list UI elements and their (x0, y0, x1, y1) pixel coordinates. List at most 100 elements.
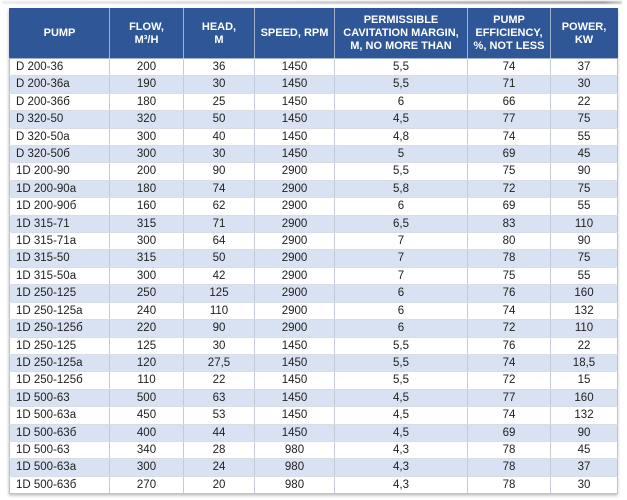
table-row: 1D 250-125 250 125 2900 6 76 160 (9, 284, 618, 303)
value-cell: 4,5 (334, 110, 468, 129)
value-cell: 6 (334, 302, 468, 321)
value-cell: 110 (183, 302, 255, 321)
value-cell: 69 (467, 424, 551, 442)
value-cell: 2900 (254, 180, 335, 199)
value-cell: 110 (550, 319, 618, 338)
table-row: 1D 315-71a 300 64 2900 7 80 90 (9, 232, 618, 251)
value-cell: 18,5 (550, 354, 618, 373)
value-cell: 7 (334, 249, 468, 268)
pump-name-cell: D 320-50б (9, 145, 110, 164)
table-row: 1D 500-63a 300 24 980 4,3 78 37 (9, 458, 618, 477)
value-cell: 1450 (254, 389, 335, 408)
pump-specifications-table: PUMP FLOW, M³/H HEAD, M SPEED, RPM PERMISSIB… (9, 8, 618, 495)
pump-name-cell: 1D 200-90б (9, 197, 110, 216)
value-cell: 74 (467, 354, 551, 373)
value-cell: 75 (550, 110, 618, 129)
table-row: 1D 500-63б 270 20 980 4,3 78 30 (9, 476, 618, 495)
value-cell: 340 (109, 441, 184, 460)
value-cell: 315 (109, 249, 184, 268)
value-cell: 980 (254, 476, 335, 495)
value-cell: 25 (183, 93, 255, 112)
value-cell: 5,5 (334, 58, 468, 77)
table-row: 1D 500-63a 450 53 1450 4,5 74 132 (9, 406, 618, 425)
pump-name-cell: 1D 250-125б (9, 319, 110, 338)
table-row: D 200-36 200 36 1450 5,5 74 37 (9, 58, 618, 77)
pump-name-cell: 1D 315-50a (9, 267, 110, 286)
pump-name-cell: D 200-36б (9, 93, 110, 112)
value-cell: 78 (467, 458, 551, 477)
table-row: D 320-50б 300 30 1450 5 69 45 (9, 145, 618, 164)
value-cell: 240 (109, 302, 184, 321)
value-cell: 42 (183, 267, 255, 286)
pump-name-cell: 1D 250-125 (9, 284, 110, 303)
value-cell: 1450 (254, 128, 335, 147)
column-header: SPEED, RPM (254, 8, 335, 59)
value-cell: 1450 (254, 371, 335, 390)
value-cell: 4,8 (334, 128, 468, 147)
value-cell: 90 (550, 424, 618, 442)
value-cell: 110 (550, 215, 618, 234)
pump-name-cell: 1D 250-125б (9, 371, 110, 390)
table-header-row: PUMP FLOW, M³/H HEAD, M SPEED, RPM PERMISSIB… (9, 8, 618, 59)
value-cell: 30 (183, 75, 255, 94)
value-cell: 6 (334, 319, 468, 338)
value-cell: 22 (550, 93, 618, 112)
value-cell: 5,8 (334, 180, 468, 199)
pump-name-cell: 1D 500-63б (9, 476, 110, 495)
pump-name-cell: D 320-50 (9, 110, 110, 129)
value-cell: 62 (183, 197, 255, 216)
value-cell: 90 (183, 319, 255, 338)
value-cell: 45 (550, 441, 618, 460)
table-row: D 320-50a 300 40 1450 4,8 74 55 (9, 128, 618, 147)
value-cell: 69 (467, 145, 551, 164)
value-cell: 78 (467, 249, 551, 268)
value-cell: 1450 (254, 337, 335, 355)
value-cell: 450 (109, 406, 184, 425)
value-cell: 53 (183, 406, 255, 425)
value-cell: 22 (183, 371, 255, 390)
value-cell: 5,5 (334, 75, 468, 94)
value-cell: 74 (467, 406, 551, 425)
value-cell: 270 (109, 476, 184, 495)
value-cell: 90 (550, 162, 618, 181)
value-cell: 6 (334, 93, 468, 112)
table-row: D 200-36a 190 30 1450 5,5 71 30 (9, 75, 618, 94)
value-cell: 24 (183, 458, 255, 477)
value-cell: 315 (109, 215, 184, 234)
value-cell: 40 (183, 128, 255, 147)
column-header: PERMISSIBLE CAVITATION MARGIN, M, NO MOR… (334, 8, 468, 59)
value-cell: 4,3 (334, 441, 468, 460)
value-cell: 400 (109, 424, 184, 442)
value-cell: 2900 (254, 162, 335, 181)
pump-name-cell: D 200-36 (9, 58, 110, 77)
value-cell: 1450 (254, 424, 335, 442)
value-cell: 125 (183, 284, 255, 303)
value-cell: 110 (109, 371, 184, 390)
pump-name-cell: 1D 500-63 (9, 441, 110, 460)
column-header: POWER, KW (550, 8, 618, 59)
value-cell: 1450 (254, 93, 335, 112)
value-cell: 6 (334, 197, 468, 216)
value-cell: 30 (550, 75, 618, 94)
table-row: 1D 200-90б 160 62 2900 6 69 55 (9, 197, 618, 216)
value-cell: 220 (109, 319, 184, 338)
value-cell: 75 (550, 180, 618, 199)
value-cell: 132 (550, 406, 618, 425)
table-row: 1D 315-50 315 50 2900 7 78 75 (9, 249, 618, 268)
value-cell: 250 (109, 284, 184, 303)
value-cell: 15 (550, 371, 618, 390)
value-cell: 22 (550, 337, 618, 355)
table-row: 1D 200-90a 180 74 2900 5,8 72 75 (9, 180, 618, 199)
pump-name-cell: 1D 500-63 (9, 389, 110, 408)
value-cell: 55 (550, 197, 618, 216)
value-cell: 500 (109, 389, 184, 408)
value-cell: 7 (334, 232, 468, 251)
table-row: 1D 500-63 340 28 980 4,3 78 45 (9, 441, 618, 460)
pump-name-cell: 1D 315-50 (9, 249, 110, 268)
value-cell: 78 (467, 441, 551, 460)
value-cell: 50 (183, 249, 255, 268)
value-cell: 1450 (254, 145, 335, 164)
value-cell: 6 (334, 284, 468, 303)
pump-name-cell: 1D 200-90a (9, 180, 110, 199)
value-cell: 28 (183, 441, 255, 460)
